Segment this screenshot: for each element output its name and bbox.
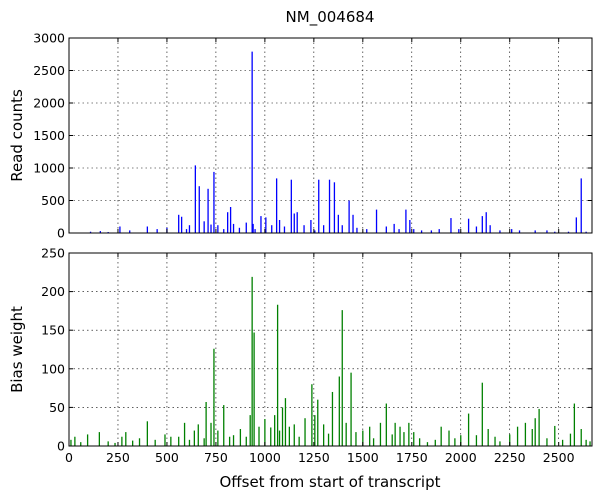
bottom-panel-y-axis-label: Bias weight: [8, 306, 26, 393]
top-panel-y-axis-label: Read counts: [8, 89, 26, 182]
top-panel-y-tick-label: 2000: [33, 96, 65, 111]
bottom-panel-y-tick-label: 250: [41, 246, 65, 261]
x-tick-label: 500: [155, 450, 179, 465]
top-panel-y-tick-label: 0: [57, 226, 65, 241]
bottom-panel-grid: [69, 253, 592, 446]
chart-title: NM_004684: [286, 8, 375, 27]
top-panel-y-tick-label: 2500: [33, 63, 65, 78]
x-tick-label: 250: [106, 450, 130, 465]
bottom-panel-y-tick-label: 100: [41, 361, 65, 376]
top-panel-y-ticks: 0 500 1000 1500 2000 2500 3000: [33, 31, 592, 241]
top-panel-y-tick-label: 1000: [33, 161, 65, 176]
bottom-panel: 0 50 100 150 200 250 0 250 500 750 1000 1250 1500 17…: [8, 246, 593, 465]
x-tick-label: 750: [204, 450, 228, 465]
bottom-panel-y-tick-label: 50: [49, 400, 65, 415]
x-tick-label: 2000: [445, 450, 477, 465]
top-panel-y-tick-label: 1500: [33, 128, 65, 143]
bottom-panel-y-ticks: 0 50 100 150 200 250: [41, 246, 592, 454]
top-panel-y-tick-label: 500: [41, 193, 65, 208]
x-tick-label: 1000: [249, 450, 281, 465]
bottom-panel-x-ticks: 0 250 500 750 1000 1250 1500 1750 2000 2250 2500: [65, 253, 575, 465]
x-tick-label: 0: [65, 450, 73, 465]
x-tick-label: 2500: [543, 450, 575, 465]
x-axis-label: Offset from start of transcript: [220, 473, 441, 491]
bottom-panel-bars: [70, 276, 591, 446]
bottom-panel-y-tick-label: 150: [41, 323, 65, 338]
bottom-panel-y-tick-label: 0: [57, 439, 65, 454]
top-panel-x-ticks: [68, 38, 560, 233]
top-panel-grid: [69, 38, 592, 233]
top-panel-bars: [89, 51, 587, 233]
top-panel-y-tick-label: 3000: [33, 31, 65, 46]
bottom-panel-y-tick-label: 200: [41, 284, 65, 299]
x-tick-label: 1250: [298, 450, 330, 465]
x-tick-label: 1750: [396, 450, 428, 465]
bottom-panel-frame: [68, 252, 593, 447]
top-panel: 0 500 1000 1500 2000 2500 3000 Read counts: [8, 31, 593, 241]
x-tick-label: 1500: [347, 450, 379, 465]
x-tick-label: 2250: [494, 450, 526, 465]
